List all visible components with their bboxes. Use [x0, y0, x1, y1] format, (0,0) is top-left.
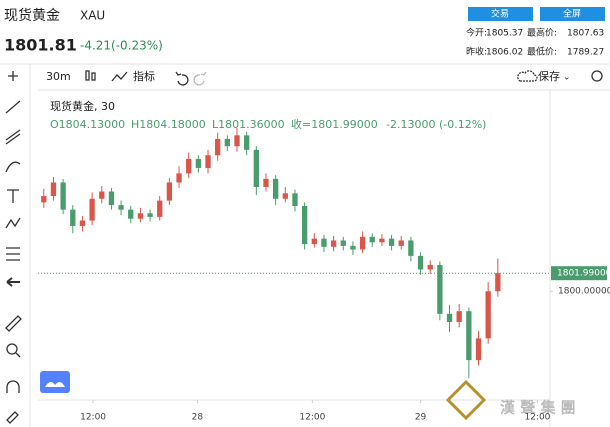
legend-change: -2.13000 (-0.12%) [386, 118, 486, 131]
candle-body [176, 173, 182, 183]
stat-value: 1789.27 [567, 48, 604, 58]
stat-label: 最高价: [527, 27, 557, 39]
candle-body [408, 240, 414, 256]
stat-label: 最低价: [527, 46, 557, 58]
x-tick-label: 12:00 [524, 413, 550, 423]
x-tick-label: 12:00 [299, 413, 325, 423]
candle-body [437, 264, 443, 314]
undo-icon[interactable] [175, 71, 189, 86]
candle-body [466, 311, 472, 361]
candle-body [475, 338, 482, 361]
candle-body [388, 238, 395, 246]
cloud-icon[interactable] [517, 70, 538, 82]
candle-body [311, 238, 317, 245]
legend-close: 收=1801.99000 [291, 117, 378, 131]
last-price-box [551, 266, 607, 281]
trade-label[interactable]: 交易 [491, 8, 509, 20]
stat-label: 昨收: [466, 46, 487, 58]
last-price-label: 1801.99000 [557, 269, 610, 279]
candle-body [108, 191, 115, 206]
candle-body [398, 240, 404, 246]
candle-body [301, 206, 308, 245]
candle-body [234, 135, 240, 147]
stat-label: 今开: [466, 27, 487, 39]
legend-low: L1801.36000 [212, 118, 285, 131]
save[interactable]: 保存 [538, 69, 560, 83]
candle-icon[interactable] [85, 70, 96, 81]
candle-body [70, 209, 76, 226]
drawing-tools[interactable] [5, 71, 22, 424]
candle-body [379, 238, 385, 243]
candle-body [263, 178, 269, 187]
candle-body [417, 255, 424, 270]
x-tick-label: 29 [415, 413, 427, 423]
candle-body [495, 273, 501, 292]
candle-body [369, 236, 375, 243]
candle-body [79, 220, 86, 226]
candle-body [195, 158, 202, 168]
logo-shape [45, 381, 65, 387]
redo-icon[interactable] [193, 71, 207, 86]
candle-body [128, 209, 134, 219]
candle-body [157, 200, 163, 217]
legend-high: H1804.18000 [131, 118, 206, 131]
change: -4.21(-0.23%) [80, 39, 163, 53]
dropdown[interactable]: ⌄ [563, 73, 571, 83]
settings-icon[interactable] [591, 70, 603, 82]
stat-value: 1805.37 [486, 29, 523, 39]
candle-body [272, 178, 279, 199]
candle-body [205, 155, 211, 168]
candle-body [292, 193, 298, 207]
symbol: XAU [80, 9, 105, 23]
candle-body [186, 158, 192, 174]
candle-body [118, 205, 124, 210]
candle-body [330, 240, 337, 247]
legend-open: O1804.13000 [50, 118, 125, 131]
candle-body [456, 311, 462, 323]
watermark-logo [445, 379, 487, 421]
indicators[interactable]: 指标 [133, 69, 155, 83]
candle-body [147, 213, 153, 217]
candle-body [60, 182, 66, 210]
candle-body [485, 291, 491, 339]
candle-body [340, 240, 346, 246]
candle-body [41, 196, 47, 203]
x-tick-label: 12:00 [80, 413, 106, 423]
candle-body [166, 182, 173, 201]
candle-body [137, 213, 144, 219]
stat-value: 1806.02 [486, 48, 523, 58]
trade-button[interactable] [468, 7, 533, 21]
candle-body [359, 236, 366, 250]
candle-body [50, 182, 57, 197]
fullscreen-label[interactable]: 全屏 [563, 8, 581, 20]
candle-body [253, 149, 259, 187]
legend-name: 现货黄金, 30 [50, 99, 115, 113]
fullscreen-button[interactable] [540, 7, 605, 21]
candle-body [89, 198, 95, 221]
title: 现货黄金 [4, 7, 60, 24]
candle-body [350, 245, 356, 250]
candle-body [99, 191, 105, 199]
candle-body [282, 193, 288, 199]
candle-body [321, 238, 327, 247]
candle-body [427, 264, 433, 270]
candle-body [224, 138, 230, 147]
candle-body [215, 138, 221, 156]
stat-value: 1807.63 [567, 29, 604, 39]
interval[interactable]: 30m [46, 70, 71, 83]
x-tick-label: 28 [192, 413, 204, 423]
candle-body [446, 313, 453, 323]
watermark: 漢 聲 集 團 [500, 399, 576, 417]
y-tick-label: 1800.00000 [558, 287, 610, 297]
indicator-icon[interactable] [111, 71, 128, 82]
candle-body [244, 135, 250, 150]
logo [40, 371, 70, 393]
price: 1801.81 [4, 36, 77, 55]
